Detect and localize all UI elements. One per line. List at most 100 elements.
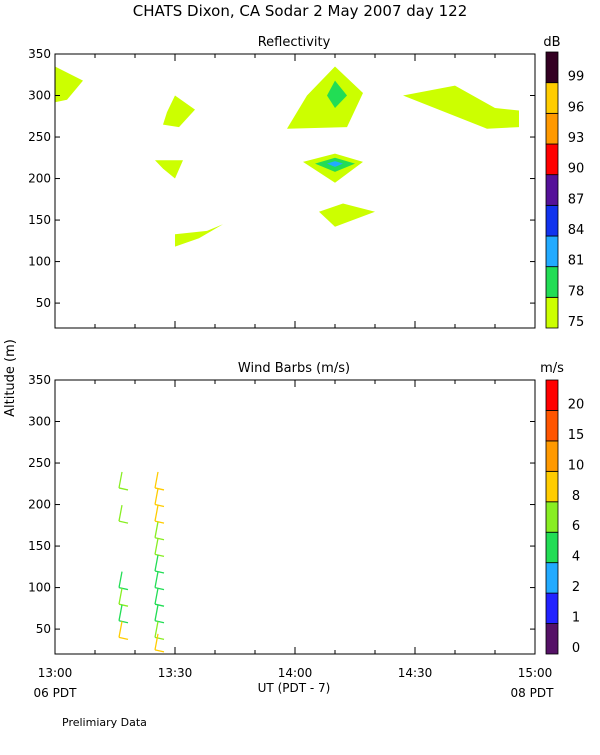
wind-colorbar-swatch — [545, 410, 559, 442]
wind-ytick-label: 250 — [28, 456, 51, 470]
wind-colorbar-label: 20 — [568, 397, 585, 412]
wind-barb — [118, 604, 129, 624]
wind-colorbar-label: 4 — [572, 550, 580, 565]
reflectivity-colorbar-swatch — [545, 174, 559, 206]
wind-barb-staff — [154, 538, 159, 555]
wind-barb-staff — [154, 505, 159, 522]
wind-barb-flag — [154, 537, 165, 541]
wind-barb — [118, 471, 129, 491]
wind-barb-staff — [154, 521, 159, 538]
reflectivity-colorbar-label: 84 — [568, 223, 585, 238]
wind-barb-flag — [154, 553, 165, 557]
wind-barb — [118, 588, 129, 607]
reflectivity-colorbar-label: 99 — [568, 70, 585, 85]
wind-barb-flag — [118, 487, 129, 491]
wind-barb — [154, 488, 165, 508]
x-tick-label: 14:00 — [278, 666, 313, 680]
wind-ytick-label: 150 — [28, 539, 51, 553]
x-tick-labels: 13:00 13:30 14:00 14:30 15:00 — [38, 666, 553, 680]
reflectivity-ytick-label: 50 — [36, 296, 51, 310]
wind-barb-staff — [118, 505, 123, 522]
wind-barb — [154, 505, 165, 524]
reflectivity-contour — [155, 160, 183, 179]
reflectivity-colorbar-label: 90 — [568, 162, 585, 177]
wind-barb-staff — [154, 554, 159, 572]
wind-barb — [154, 471, 165, 491]
reflectivity-axes: 50 100 150 200 250 300 350 — [28, 47, 536, 328]
left-subtitle: 06 PDT — [34, 686, 78, 700]
wind-barb-flag — [118, 603, 129, 607]
reflectivity-ytick-label: 100 — [28, 255, 51, 269]
wind-barbs-title: Wind Barbs (m/s) — [238, 361, 350, 376]
wind-barb — [118, 505, 129, 524]
wind-barb-staff — [154, 571, 159, 588]
reflectivity-colorbar-swatch — [545, 266, 559, 298]
x-tick-label: 14:30 — [398, 666, 433, 680]
wind-barb-staff — [118, 588, 123, 605]
reflectivity-colorbar-swatch — [545, 112, 559, 145]
wind-barb — [154, 538, 165, 557]
wind-barb — [154, 604, 165, 624]
wind-colorbar-swatch — [545, 379, 559, 411]
reflectivity-colorbar-swatch — [545, 204, 559, 237]
wind-barb-flag — [154, 520, 165, 524]
reflectivity-colorbar-label: 78 — [568, 284, 585, 299]
reflectivity-contour — [287, 66, 363, 129]
wind-barb-staff — [118, 604, 123, 621]
wind-ytick-label: 350 — [28, 373, 51, 387]
reflectivity-contour — [403, 85, 519, 129]
reflectivity-contour — [327, 80, 347, 108]
wind-ytick-label: 200 — [28, 498, 51, 512]
wind-barb-flag — [154, 586, 165, 591]
wind-barb-flag — [154, 649, 165, 653]
wind-barb-flag — [154, 487, 165, 491]
wind-colorbar-unit: m/s — [540, 361, 564, 376]
reflectivity-colorbar-swatch — [545, 235, 559, 268]
preliminary-note: Prelimiary Data — [62, 716, 147, 729]
wind-colorbar-swatch — [545, 440, 559, 472]
wind-barb — [154, 633, 165, 653]
wind-barb-staff — [154, 471, 159, 489]
wind-barb — [154, 588, 165, 607]
reflectivity-colorbar-label: 87 — [568, 192, 585, 207]
reflectivity-colorbar-label: 96 — [568, 100, 585, 115]
x-axis-label: UT (PDT - 7) — [258, 681, 331, 695]
reflectivity-colorbar-unit: dB — [543, 35, 560, 50]
x-tick-label: 13:30 — [158, 666, 193, 680]
reflectivity-colorbar-swatch — [545, 51, 559, 84]
wind-barb-staff — [154, 604, 159, 621]
wind-colorbar-swatch — [545, 531, 559, 564]
wind-barb — [154, 621, 165, 641]
wind-barb — [154, 571, 165, 591]
wind-barb-staff — [154, 621, 159, 638]
wind-colorbar: 0 1 2 4 6 8 10 15 20 — [545, 379, 585, 656]
wind-colorbar-label: 15 — [568, 428, 585, 443]
reflectivity-contour — [55, 66, 83, 103]
wind-barb-flag — [118, 636, 129, 641]
wind-axes: 50 100 150 200 250 300 350 — [28, 373, 536, 654]
reflectivity-colorbar-label: 81 — [568, 254, 585, 269]
wind-barb-flag — [154, 636, 165, 641]
wind-barbs — [118, 471, 165, 653]
reflectivity-contour — [319, 203, 375, 227]
wind-ytick-label: 100 — [28, 581, 51, 595]
wind-barb-flag — [154, 570, 165, 574]
wind-barb-flag — [118, 620, 129, 624]
reflectivity-ytick-label: 250 — [28, 130, 51, 144]
reflectivity-ytick-label: 200 — [28, 172, 51, 186]
wind-barb-staff — [154, 488, 159, 505]
wind-barb — [118, 571, 129, 591]
wind-colorbar-label: 8 — [572, 489, 580, 504]
reflectivity-ytick-label: 150 — [28, 213, 51, 227]
wind-colorbar-label: 10 — [568, 458, 585, 473]
y-axis-label: Altitude (m) — [3, 339, 18, 417]
wind-plot-frame — [54, 379, 536, 655]
reflectivity-contour — [163, 95, 195, 128]
wind-barb-staff — [118, 571, 123, 588]
wind-colorbar-swatch — [545, 501, 559, 533]
right-subtitle: 08 PDT — [511, 686, 555, 700]
reflectivity-colorbar-label: 75 — [568, 315, 585, 330]
wind-colorbar-swatch — [545, 562, 559, 594]
